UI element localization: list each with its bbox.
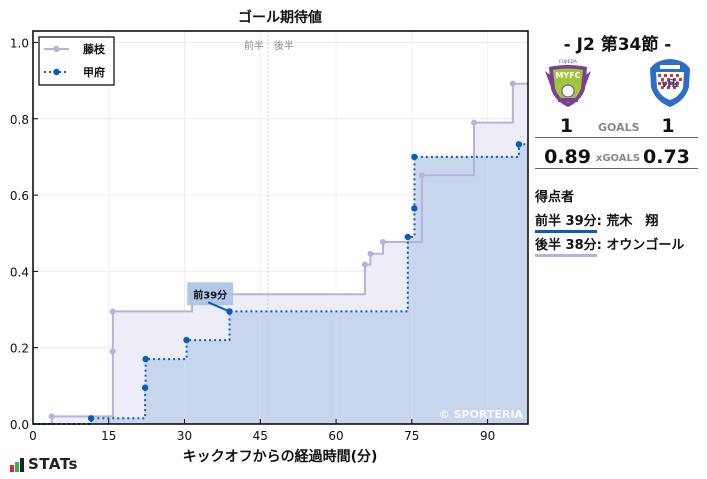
legend-label: 藤枝: [83, 42, 106, 56]
data-point: [367, 250, 374, 257]
y-tick-label: 0.6: [10, 189, 29, 203]
xgoals-row: 0.89 xGOALS 0.73: [535, 146, 698, 169]
data-point: [183, 336, 190, 344]
goals-row: 1 GOALS 1: [535, 115, 698, 138]
svg-text:vfk: vfk: [660, 79, 679, 90]
annotation-arrow: [207, 301, 230, 313]
x-tick-label: 75: [404, 429, 419, 443]
home-goals: 1: [559, 115, 574, 137]
data-point: [418, 172, 425, 179]
legend-marker-0: [53, 45, 60, 53]
y-tick-label: 0.0: [10, 418, 29, 432]
legend-marker-1: [53, 68, 60, 76]
series-line-1: [33, 143, 528, 425]
data-point: [142, 355, 149, 363]
legend-box: [38, 36, 115, 86]
data-point: [380, 238, 387, 245]
x-tick-label: 60: [328, 429, 343, 443]
y-tick-label: 1.0: [10, 36, 29, 50]
y-tick-label: 0.8: [10, 113, 29, 127]
svg-text:FUJIEDA: FUJIEDA: [559, 59, 578, 65]
svg-text:MYFC: MYFC: [555, 71, 580, 80]
annotation-box: [187, 282, 234, 306]
data-point: [109, 308, 116, 315]
scorer-item: 前半 39分: 荒木 翔: [535, 210, 658, 233]
plot-frame: [32, 30, 529, 425]
scorer-name: : 荒木 翔: [596, 214, 659, 229]
round-title: - J2 第34節 -: [563, 35, 672, 55]
scorers-title: 得点者: [535, 190, 575, 205]
data-point: [515, 141, 523, 148]
x-tick-label: 30: [177, 429, 192, 443]
stats-brand: STATs: [28, 455, 78, 473]
data-point: [141, 384, 149, 391]
home-xg: 0.89: [544, 146, 591, 168]
goals-label: GOALS: [598, 121, 640, 134]
stats-logo: STATs: [10, 457, 78, 472]
y-tick-label: 0.2: [10, 342, 29, 356]
data-point: [411, 153, 418, 161]
x-tick-label: 0: [29, 429, 37, 443]
data-point: [87, 415, 95, 422]
data-point: [411, 205, 418, 212]
annotation-label: 前39分: [193, 288, 227, 301]
scorer-time: 後半 38分: [535, 234, 597, 257]
legend-label: 甲府: [83, 65, 105, 79]
stats-bars-icon: [10, 458, 24, 472]
first-half-label: 前半: [244, 39, 264, 52]
data-point: [109, 348, 116, 355]
chart-title: ゴール期待値: [238, 10, 322, 26]
watermark: © SPORTERIA: [439, 408, 524, 421]
scorer-time: 前半 39分: [535, 210, 597, 233]
x-tick-label: 45: [253, 429, 268, 443]
x-tick-label: 15: [101, 429, 116, 443]
data-point: [509, 80, 516, 87]
second-half-label: 後半: [274, 39, 294, 52]
data-point: [470, 119, 477, 126]
data-point: [361, 261, 368, 268]
scorer-item: 後半 38分: オウンゴール: [535, 234, 684, 257]
series-line-0: [33, 82, 528, 425]
data-point: [48, 413, 55, 420]
series-fill-1: [33, 144, 528, 425]
x-tick-label: 90: [480, 429, 495, 443]
away-xg: 0.73: [643, 146, 690, 168]
y-tick-label: 0.4: [10, 265, 29, 279]
fujieda-crest-icon: FUJIEDA MYFC: [545, 59, 591, 107]
away-goals: 1: [661, 115, 675, 137]
scorer-name: : オウンゴール: [596, 238, 685, 253]
kofu-crest-icon: vfk: [650, 59, 690, 107]
x-axis-label: キックオフからの経過時間(分): [182, 449, 378, 465]
xgoals-label: xGOALS: [595, 153, 641, 164]
data-point: [404, 233, 411, 241]
